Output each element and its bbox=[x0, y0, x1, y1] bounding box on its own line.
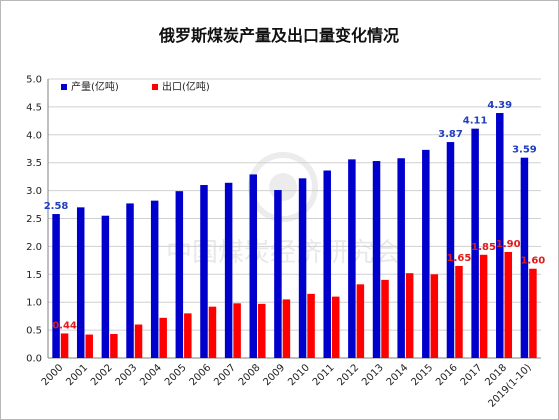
y-tick-label: 2.5 bbox=[26, 214, 42, 225]
production-data-label: 2.58 bbox=[44, 201, 69, 212]
y-tick-label: 3.5 bbox=[26, 158, 42, 169]
x-tick-label: 2012 bbox=[335, 362, 361, 388]
x-tick-label: 2010 bbox=[286, 362, 312, 388]
export-bar bbox=[60, 333, 69, 358]
x-tick-label: 2000 bbox=[40, 362, 66, 388]
production-bar bbox=[397, 158, 405, 358]
export-bar bbox=[405, 273, 414, 358]
export-bar bbox=[134, 324, 143, 358]
export-bar bbox=[159, 317, 167, 358]
bars-layer bbox=[52, 113, 537, 359]
production-bar bbox=[520, 157, 529, 358]
production-bar bbox=[76, 207, 85, 358]
legend-export-swatch bbox=[152, 84, 158, 90]
x-tick-label: 2014 bbox=[385, 362, 411, 388]
production-bar bbox=[52, 214, 60, 358]
export-data-label: 1.90 bbox=[496, 239, 521, 250]
data-labels-layer: 2.58 3.874.11 4.39 3.59 0.44 1.651.85 1.901.60 bbox=[44, 100, 546, 331]
export-bar bbox=[282, 299, 291, 358]
x-tick-label: 2003 bbox=[114, 362, 140, 388]
production-bar bbox=[422, 149, 430, 358]
production-bar bbox=[372, 161, 381, 358]
production-bar bbox=[249, 174, 258, 358]
export-bar bbox=[504, 251, 513, 358]
x-tick-label: 2017 bbox=[459, 362, 485, 388]
export-data-label: 1.60 bbox=[521, 256, 546, 267]
y-tick-label: 0.0 bbox=[26, 354, 42, 365]
production-bar bbox=[446, 142, 455, 358]
export-data-label: 1.85 bbox=[471, 242, 496, 253]
production-bar bbox=[471, 128, 479, 358]
y-tick-label: 0.5 bbox=[26, 326, 42, 337]
x-tick-label: 2011 bbox=[311, 362, 337, 388]
production-bar bbox=[274, 190, 282, 358]
export-bar bbox=[110, 334, 118, 358]
y-tick-label: 4.5 bbox=[26, 102, 42, 113]
y-tick-label: 1.5 bbox=[26, 270, 42, 281]
y-tick-label: 4.0 bbox=[26, 130, 42, 141]
production-data-label: 3.59 bbox=[512, 145, 537, 156]
legend-export-label: 出口(亿吨) bbox=[162, 80, 210, 93]
export-bar bbox=[529, 268, 537, 358]
export-bar bbox=[258, 303, 266, 358]
production-bar bbox=[126, 203, 134, 358]
y-tick-label: 1.0 bbox=[26, 298, 42, 309]
chart-title: 俄罗斯煤炭产量及出口量变化情况 bbox=[158, 26, 399, 45]
production-data-label: 3.87 bbox=[438, 129, 463, 140]
legend-production-swatch bbox=[61, 84, 67, 90]
y-tick-label: 3.0 bbox=[26, 186, 42, 197]
export-bar bbox=[184, 313, 192, 358]
production-bar bbox=[348, 159, 356, 358]
x-tick-label: 2002 bbox=[89, 362, 115, 388]
x-tick-label: 2004 bbox=[138, 362, 164, 388]
export-bar bbox=[233, 303, 241, 358]
y-tick-label: 2.0 bbox=[26, 242, 42, 253]
legend-production-label: 产量(亿吨) bbox=[71, 80, 119, 93]
production-bar bbox=[224, 182, 233, 358]
x-tick-label: 2013 bbox=[360, 362, 386, 388]
export-bar bbox=[85, 334, 93, 358]
y-tick-label: 5.0 bbox=[26, 75, 42, 86]
production-bar bbox=[200, 185, 208, 358]
x-tick-label: 2008 bbox=[237, 362, 263, 388]
export-bar bbox=[356, 284, 365, 358]
export-bar bbox=[430, 274, 439, 358]
production-data-label: 4.39 bbox=[487, 100, 512, 111]
production-data-label: 4.11 bbox=[463, 116, 488, 127]
production-bar bbox=[150, 200, 159, 358]
production-bar bbox=[323, 170, 331, 358]
export-data-label: 0.44 bbox=[52, 320, 77, 331]
export-bar bbox=[381, 279, 389, 358]
x-tick-label: 2007 bbox=[212, 362, 238, 388]
production-bar bbox=[496, 113, 504, 359]
production-bar bbox=[175, 191, 184, 358]
x-tick-label: 2015 bbox=[409, 362, 435, 388]
production-bar bbox=[298, 178, 307, 358]
x-tick-label: 2001 bbox=[64, 362, 90, 388]
export-bar bbox=[331, 296, 340, 358]
export-bar bbox=[208, 306, 217, 358]
export-data-label: 1.65 bbox=[447, 253, 472, 264]
export-bar bbox=[479, 254, 488, 358]
x-tick-label: 2006 bbox=[188, 362, 214, 388]
export-bar bbox=[455, 265, 463, 358]
x-tick-label: 2009 bbox=[262, 362, 288, 388]
x-tick-label: 2005 bbox=[163, 362, 189, 388]
legend: 产量(亿吨) 出口(亿吨) bbox=[61, 80, 210, 93]
x-tick-label: 2016 bbox=[434, 362, 460, 388]
export-bar bbox=[307, 293, 315, 358]
production-bar bbox=[101, 215, 110, 358]
